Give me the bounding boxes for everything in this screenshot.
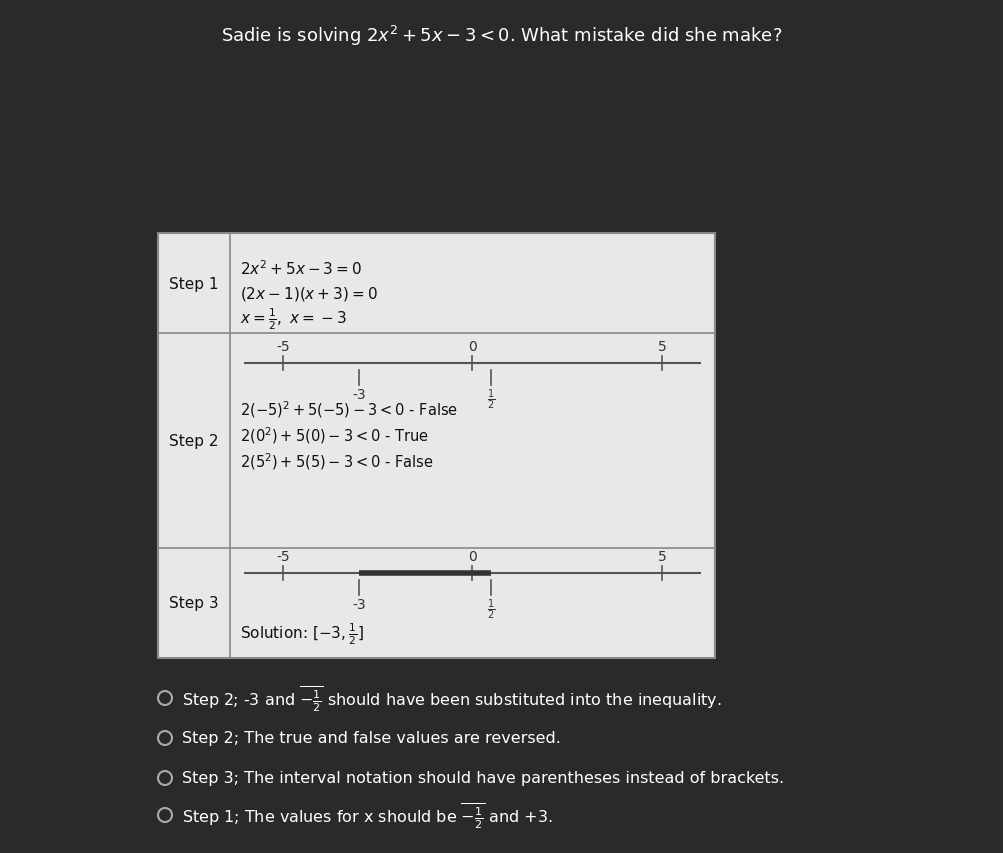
Text: Step 1; The values for x should be $\overline{-\frac{1}{2}}$ and +3.: Step 1; The values for x should be $\ove… [182,800,553,830]
Text: -3: -3 [352,387,365,402]
Text: $\frac{1}{2}$: $\frac{1}{2}$ [486,387,495,412]
Text: Step 2; The true and false values are reversed.: Step 2; The true and false values are re… [182,731,561,746]
Text: Step 2; -3 and $\overline{-\frac{1}{2}}$ should have been substituted into the i: Step 2; -3 and $\overline{-\frac{1}{2}}$… [182,683,721,713]
Text: $x = \frac{1}{2},\ x = -3$: $x = \frac{1}{2},\ x = -3$ [240,306,346,332]
FancyBboxPatch shape [157,234,714,659]
Text: $(2x - 1)(x + 3) = 0$: $(2x - 1)(x + 3) = 0$ [240,285,377,303]
Text: 0: 0 [467,339,476,354]
Text: Step 3: Step 3 [170,595,219,611]
Text: 0: 0 [467,549,476,563]
Text: Step 2: Step 2 [170,433,219,449]
Text: $\frac{1}{2}$: $\frac{1}{2}$ [486,597,495,622]
Text: $2x^2 + 5x - 3 = 0$: $2x^2 + 5x - 3 = 0$ [240,259,361,278]
Text: $2(5^2) + 5(5) - 3 < 0$ - False: $2(5^2) + 5(5) - 3 < 0$ - False [240,450,433,471]
Text: Step 3; The interval notation should have parentheses instead of brackets.: Step 3; The interval notation should hav… [182,770,783,786]
Text: 5: 5 [657,339,666,354]
Text: -3: -3 [352,597,365,612]
Text: 5: 5 [657,549,666,563]
Text: -5: -5 [276,549,290,563]
Text: Step 1: Step 1 [170,276,219,291]
Text: Sadie is solving $2x^2 + 5x - 3 < 0$. What mistake did she make?: Sadie is solving $2x^2 + 5x - 3 < 0$. Wh… [221,24,782,48]
Text: $2(-5)^2 + 5(-5) - 3 < 0$ - False: $2(-5)^2 + 5(-5) - 3 < 0$ - False [240,398,457,419]
Text: $2(0^2) + 5(0) - 3 < 0$ - True: $2(0^2) + 5(0) - 3 < 0$ - True [240,425,428,445]
Text: Solution: $[-3, \frac{1}{2}]$: Solution: $[-3, \frac{1}{2}]$ [240,620,363,646]
Text: -5: -5 [276,339,290,354]
